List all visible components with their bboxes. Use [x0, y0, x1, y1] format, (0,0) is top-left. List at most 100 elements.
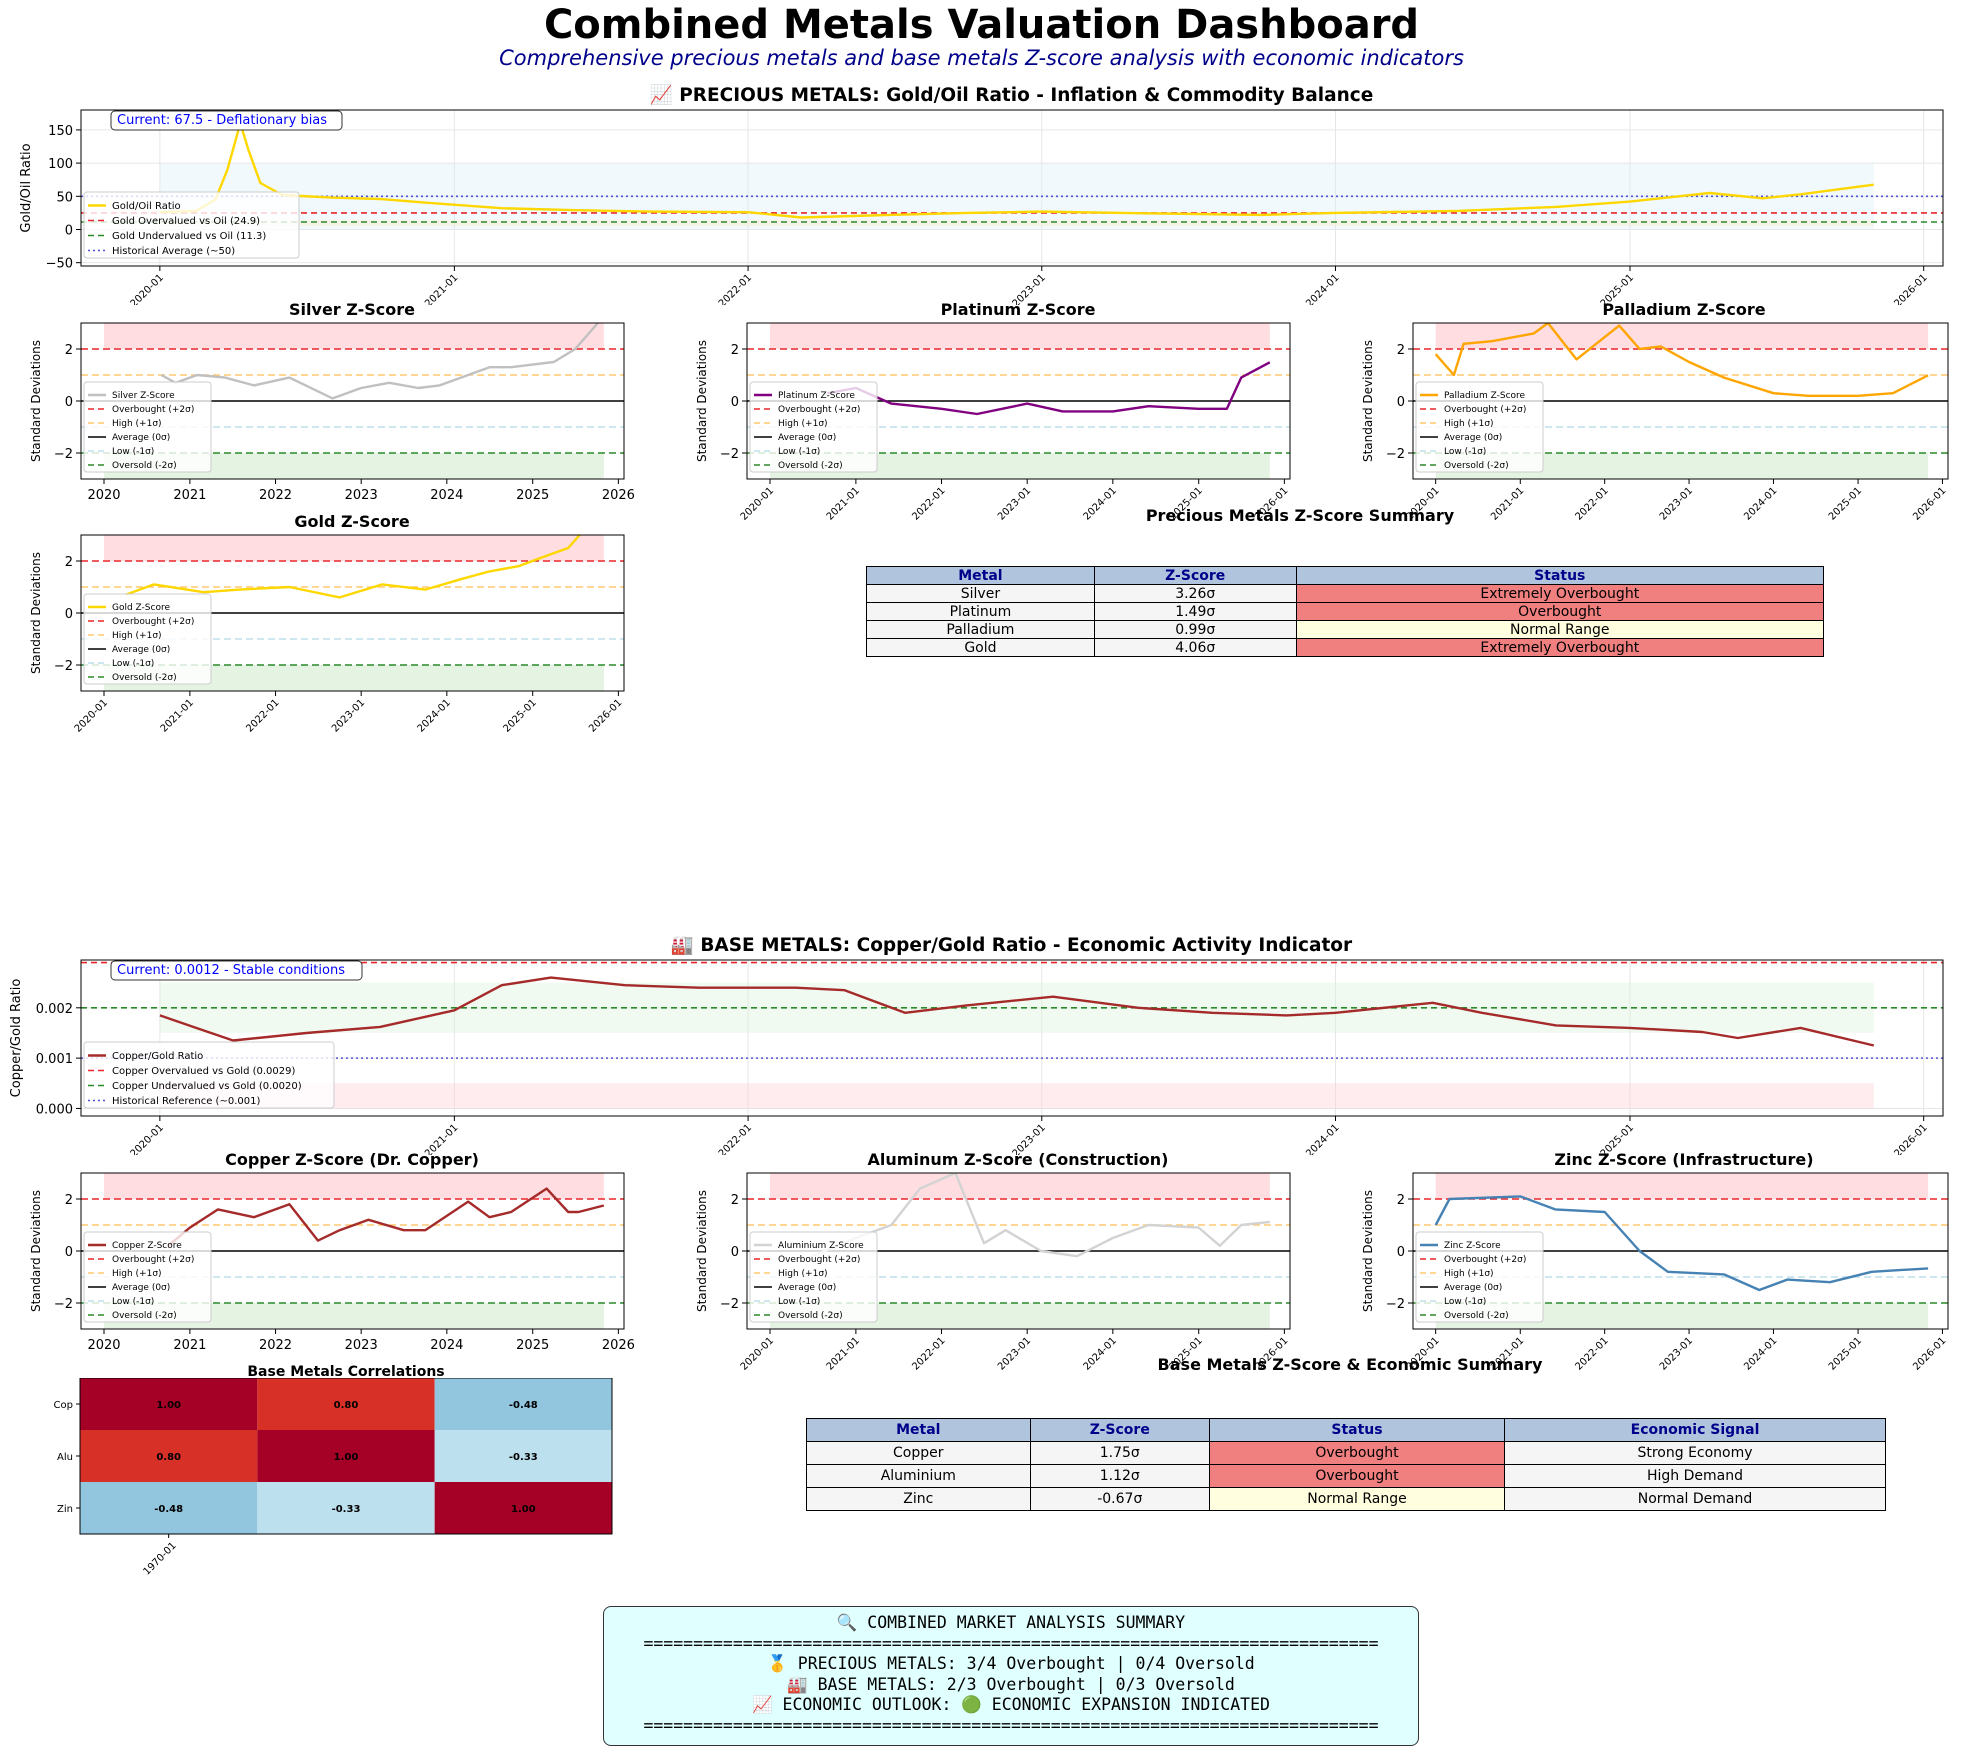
legend-label: Oversold (-2σ) — [112, 461, 177, 471]
y-tick-label: 0.000 — [36, 1102, 73, 1117]
header-zscore: Z-Score — [1029, 1418, 1211, 1442]
y-tick-label: Cop — [54, 1400, 73, 1411]
legend-label: Gold Undervalued vs Oil (11.3) — [112, 231, 266, 242]
heatmap-value: -0.48 — [154, 1504, 183, 1515]
zscore-line — [827, 361, 1271, 416]
legend-label: Overbought (+2σ) — [778, 405, 860, 415]
table-row: Silver 3.26σ Extremely Overbought — [866, 584, 1825, 603]
x-tick-label: 2021-01 — [825, 1335, 862, 1370]
x-tick-label: 2022-01 — [244, 697, 281, 732]
y-tick-label: 2 — [1397, 343, 1405, 358]
precious-table-title: Precious Metals Z-Score Summary — [1145, 506, 1455, 525]
header-zscore: Z-Score — [1093, 566, 1297, 585]
y-axis-label: Standard Deviations — [29, 552, 43, 674]
y-axis-label: Standard Deviations — [1361, 1190, 1375, 1312]
heatmap-value: 1.00 — [156, 1400, 181, 1411]
gold-oil-line — [159, 122, 1874, 219]
x-tick-label: 2021 — [173, 488, 206, 503]
table-row: Platinum 1.49σ Overbought — [866, 602, 1825, 621]
table-row: Zinc -0.67σ Normal Range Normal Demand — [806, 1487, 1886, 1511]
legend-label: Average (0σ) — [112, 1283, 170, 1293]
heatmap-cell — [80, 1482, 258, 1534]
x-tick-label: 2024-01 — [1304, 1122, 1341, 1155]
overbought-zone — [1435, 1173, 1929, 1199]
y-tick-label: 2 — [65, 555, 73, 570]
metal-cell: Zinc — [806, 1487, 1031, 1511]
y-tick-label: 100 — [48, 157, 73, 172]
legend-label: Platinum Z-Score — [778, 391, 855, 401]
table-row: Aluminium 1.12σ Overbought High Demand — [806, 1464, 1886, 1488]
x-tick-label: 2025-01 — [1827, 1335, 1864, 1370]
y-tick-label: 2 — [731, 1193, 739, 1208]
legend-label: Oversold (-2σ) — [1444, 1311, 1509, 1321]
heatmap-value: -0.33 — [332, 1504, 361, 1515]
signal-cell: Normal Demand — [1504, 1487, 1886, 1511]
x-tick-label: 2020 — [87, 1338, 120, 1353]
legend-box — [1415, 1231, 1544, 1323]
plot-area — [81, 110, 1943, 266]
legend-label: Average (0σ) — [112, 433, 170, 443]
heatmap-cell — [434, 1378, 612, 1430]
legend-label: Average (0σ) — [1444, 1283, 1502, 1293]
heatmap-cell — [257, 1482, 435, 1534]
table-row: Gold 4.06σ Extremely Overbought — [866, 638, 1825, 657]
status-cell: Normal Range — [1208, 1487, 1506, 1511]
precious-summary-table: Metal Z-Score Status Silver 3.26σ Extrem… — [866, 566, 1825, 657]
y-tick-label: Alu — [57, 1452, 73, 1463]
y-axis-label: Standard Deviations — [695, 340, 709, 462]
metal-cell: Palladium — [866, 620, 1095, 639]
x-tick-label: 2024-01 — [1742, 485, 1779, 520]
legend-box — [83, 191, 300, 259]
heatmap-cell — [434, 1482, 612, 1534]
signal-cell: Strong Economy — [1504, 1441, 1886, 1465]
legend-box — [83, 1231, 212, 1323]
zscore-cell: 1.49σ — [1093, 602, 1297, 621]
zscore-line — [160, 323, 600, 400]
overbought-zone — [103, 323, 604, 349]
x-tick-label: 2023 — [345, 1338, 378, 1353]
status-cell: Normal Range — [1295, 620, 1825, 639]
legend-label: Average (0σ) — [1444, 433, 1502, 443]
legend-label: Oversold (-2σ) — [778, 1311, 843, 1321]
y-tick-label: −2 — [720, 447, 739, 462]
y-tick-label: Zin — [57, 1504, 73, 1515]
legend-label: Overbought (+2σ) — [112, 617, 194, 627]
dashboard-subtitle: Comprehensive precious metals and base m… — [499, 46, 1464, 70]
y-axis-label: Standard Deviations — [695, 1190, 709, 1312]
legend-label: Palladium Z-Score — [1444, 391, 1526, 401]
y-tick-label: 2 — [1397, 1193, 1405, 1208]
header-metal: Metal — [806, 1418, 1031, 1442]
heatmap-cell — [80, 1378, 258, 1430]
y-tick-label: 2 — [65, 1193, 73, 1208]
x-tick-label: 2021-01 — [825, 485, 862, 520]
legend-box — [1415, 381, 1544, 473]
y-tick-label: 0 — [1397, 395, 1405, 410]
combined-summary-box: 🔍 COMBINED MARKET ANALYSIS SUMMARY ======… — [603, 1606, 1419, 1746]
x-tick-label: 2022 — [259, 1338, 292, 1353]
y-tick-label: 0 — [65, 607, 73, 622]
overbought-zone — [769, 1173, 1270, 1199]
dashboard-title: Combined Metals Valuation Dashboard — [543, 2, 1420, 48]
zone-band — [159, 1083, 1874, 1109]
platinum-zscore-chart: 2 0 −2 Standard Deviations 2020-01 2021-01 202… — [695, 322, 1291, 520]
zscore-line — [805, 1173, 1270, 1260]
base-summary-table: Metal Z-Score Status Economic Signal Cop… — [806, 1418, 1886, 1511]
legend-label: Overbought (+2σ) — [778, 1255, 860, 1265]
copper-zscore-chart: 2 0 −2 Standard Deviations 2020 2021 2022 2023 2… — [29, 1172, 635, 1353]
x-tick-label: 2020 — [87, 488, 120, 503]
legend-label: Gold/Oil Ratio — [112, 201, 181, 212]
x-tick-label: 2022-01 — [910, 1335, 947, 1370]
base-table-title: Base Metals Z-Score & Economic Summary — [1157, 1355, 1543, 1374]
legend-label: High (+1σ) — [778, 1269, 828, 1279]
legend-label: Low (-1σ) — [1444, 447, 1486, 457]
x-tick-label: 2023 — [345, 488, 378, 503]
x-tick-label: 2022-01 — [910, 485, 947, 520]
overbought-zone — [103, 1173, 604, 1199]
heatmap-value: -0.33 — [509, 1452, 538, 1463]
legend-label: Average (0σ) — [112, 645, 170, 655]
copper-z-title: Copper Z-Score (Dr. Copper) — [225, 1150, 479, 1169]
x-tick-label: 2020-01 — [73, 697, 110, 732]
